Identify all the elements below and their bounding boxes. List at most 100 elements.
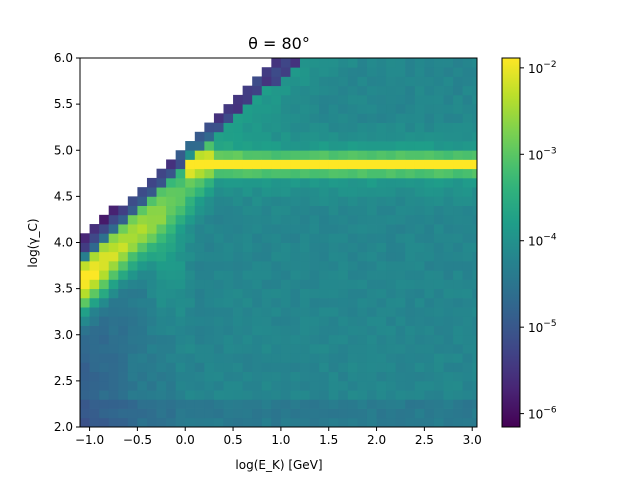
heat-cell <box>99 390 110 400</box>
heat-cell <box>386 196 397 206</box>
x-tick-label: 1.0 <box>271 433 290 447</box>
heat-cell <box>338 58 349 68</box>
heat-cell <box>290 417 301 428</box>
heat-cell <box>433 233 444 243</box>
colorbar-tick-label: 10−2 <box>528 60 557 76</box>
heat-cell <box>309 343 320 354</box>
heat-cell <box>433 94 444 105</box>
heat-cell <box>347 270 358 280</box>
heat-cell <box>443 371 454 382</box>
heat-cell <box>338 343 349 354</box>
heat-cell <box>175 242 186 253</box>
heat-cell <box>233 224 244 234</box>
heat-cell <box>99 251 110 262</box>
x-tick-label: 3.0 <box>463 433 482 447</box>
heat-cell <box>99 408 110 419</box>
heat-cell <box>319 334 330 345</box>
heat-cell <box>443 399 454 409</box>
heat-cell <box>414 380 425 391</box>
heat-cell <box>242 131 253 142</box>
heat-cell <box>309 242 320 253</box>
heat-cell <box>108 408 119 419</box>
heat-cell <box>357 343 368 354</box>
heat-cell <box>319 251 330 262</box>
heat-cell <box>366 325 377 336</box>
heat-cell <box>357 417 368 428</box>
heat-cell <box>213 417 224 428</box>
heat-cell <box>338 122 349 133</box>
heat-cell <box>146 288 157 299</box>
heat-cell <box>366 399 377 409</box>
heat-cell <box>118 279 129 290</box>
heat-cell <box>194 177 205 188</box>
heat-cell <box>357 224 368 234</box>
heat-cell <box>300 260 310 271</box>
heat-cell <box>194 353 205 363</box>
heat-cell <box>309 113 320 123</box>
heat-cell <box>328 334 339 345</box>
heat-cell <box>99 325 110 336</box>
heat-cell <box>395 177 406 188</box>
heat-cell <box>213 141 224 151</box>
heat-cell <box>242 417 253 428</box>
heat-cell <box>213 187 224 197</box>
heat-cell <box>261 159 272 170</box>
heat-cell <box>118 307 129 317</box>
heat-cell <box>166 399 177 409</box>
heat-cell <box>376 141 387 151</box>
heat-cell <box>223 417 234 428</box>
heat-cell <box>462 343 473 354</box>
heat-cell <box>166 343 177 354</box>
heat-cell <box>433 113 444 123</box>
heat-cell <box>261 94 272 105</box>
heat-cell <box>175 307 186 317</box>
heat-cell <box>118 242 129 253</box>
heat-cell <box>118 371 129 382</box>
heat-cell <box>290 334 301 345</box>
heat-cell <box>405 224 416 234</box>
heat-cell <box>280 417 291 428</box>
heat-cell <box>233 362 244 373</box>
heat-cell <box>166 177 177 188</box>
heat-cell <box>80 242 90 253</box>
heat-cell <box>242 288 253 299</box>
heat-cell <box>156 214 167 225</box>
heat-cell <box>472 113 478 123</box>
heat-cell <box>309 279 320 290</box>
heat-cell <box>319 390 330 400</box>
heat-cell <box>357 58 368 68</box>
heat-cell <box>242 353 253 363</box>
heat-cell <box>242 113 253 123</box>
heat-cell <box>395 380 406 391</box>
heat-cell <box>386 390 397 400</box>
heat-cell <box>357 76 368 87</box>
heat-cell <box>89 408 100 419</box>
heat-cell <box>290 279 301 290</box>
heat-cell <box>280 122 291 133</box>
heat-cell <box>338 76 349 87</box>
heat-cell <box>233 159 244 170</box>
heat-cell <box>89 390 100 400</box>
heat-cell <box>453 260 464 271</box>
heat-cell <box>213 288 224 299</box>
heat-cell <box>146 187 157 197</box>
heat-cell <box>443 224 454 234</box>
heat-cell <box>424 390 435 400</box>
heat-cell <box>443 316 454 326</box>
heat-cell <box>261 141 272 151</box>
heat-cell <box>357 270 368 280</box>
heat-cell <box>309 362 320 373</box>
heat-cell <box>233 334 244 345</box>
heat-cell <box>453 122 464 133</box>
heat-cell <box>233 177 244 188</box>
heat-cell <box>309 187 320 197</box>
heat-cell <box>405 362 416 373</box>
heat-cell <box>328 353 339 363</box>
heat-cell <box>89 371 100 382</box>
heat-cell <box>309 380 320 391</box>
heat-cell <box>433 353 444 363</box>
heat-cell <box>357 214 368 225</box>
heat-cell <box>405 141 416 151</box>
heat-cell <box>185 390 196 400</box>
heat-cell <box>405 399 416 409</box>
